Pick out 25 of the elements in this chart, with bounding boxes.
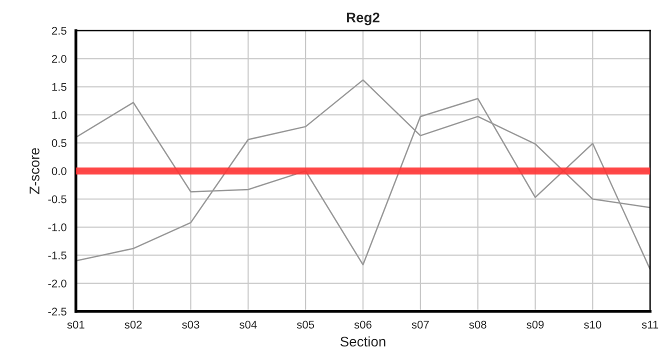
x-tick-label: s07 <box>412 320 429 329</box>
x-tick-label: s10 <box>584 320 602 329</box>
x-tick-label: s11 <box>642 320 658 329</box>
x-tick-label: s04 <box>240 320 257 329</box>
x-tick-label: s08 <box>469 320 486 329</box>
y-axis-title: Z-score <box>30 148 40 194</box>
y-tick-label: 2.0 <box>52 54 66 63</box>
x-axis-title: Section <box>340 336 386 347</box>
y-tick-label: -1.5 <box>48 252 66 260</box>
y-tick-label: -2.0 <box>48 280 66 288</box>
y-tick-label: 1.0 <box>52 111 66 119</box>
y-tick-label: 0.0 <box>52 167 66 176</box>
x-tick-label: s01 <box>67 320 84 329</box>
x-tick-label: s03 <box>182 320 200 329</box>
y-tick-label: -1.0 <box>48 223 66 232</box>
y-tick-label: -2.5 <box>48 308 66 316</box>
x-tick-label: s05 <box>296 320 314 329</box>
x-tick-label: s02 <box>124 320 142 329</box>
chart-title: Reg2 <box>346 12 380 26</box>
y-tick-label: 0.5 <box>52 139 66 148</box>
y-tick-label: 1.5 <box>52 83 66 91</box>
y-tick-label: -0.5 <box>48 195 66 204</box>
x-tick-label: s09 <box>526 320 544 329</box>
y-tick-label: 2.5 <box>52 26 66 35</box>
x-tick-label: s06 <box>354 320 372 329</box>
